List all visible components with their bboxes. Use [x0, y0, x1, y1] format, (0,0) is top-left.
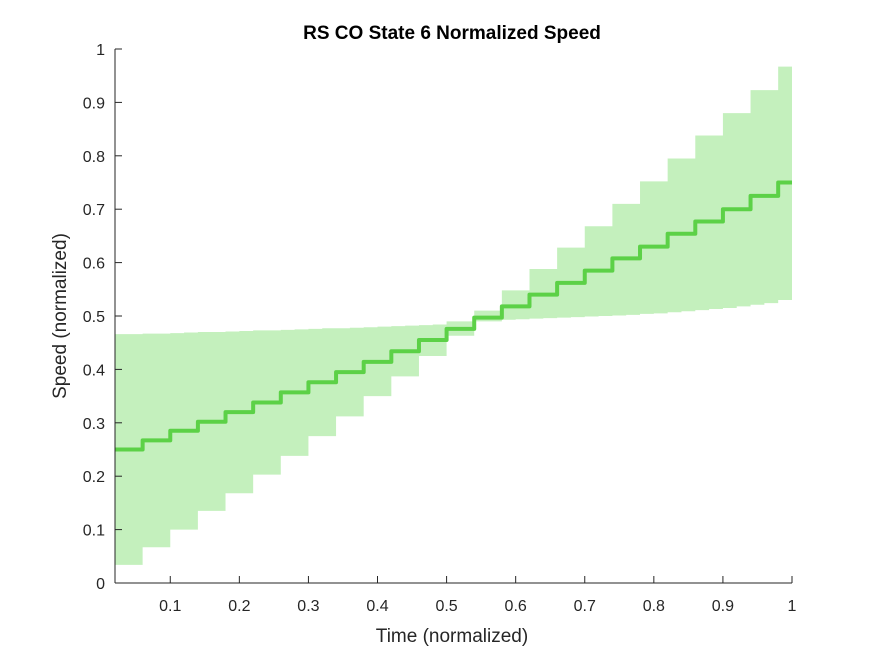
y-tick-label: 0.3: [83, 416, 105, 433]
y-tick-label: 0.7: [83, 202, 105, 219]
x-tick-label: 0.4: [366, 598, 388, 615]
y-tick-label: 0.2: [83, 469, 105, 486]
y-tick-label: 0.5: [83, 309, 105, 326]
x-tick-label: 1: [788, 598, 797, 615]
mean-line-layer: [115, 180, 792, 452]
y-tick-label: 0.9: [83, 95, 105, 112]
x-tick-label: 0.5: [435, 598, 457, 615]
y-tick-label: 0.8: [83, 149, 105, 166]
chart-title: RS CO State 6 Normalized Speed: [303, 23, 601, 44]
tick-layer: 0.1 0.2 0.3 0.4 0.5 0.6 0.7 0.8 0.9 1 0 0.1 0.2 0.3 0.…: [83, 42, 797, 615]
y-axis-title: Speed (normalized): [50, 233, 71, 399]
x-tick-label: 0.6: [505, 598, 527, 615]
x-axis-title: Time (normalized): [376, 626, 528, 647]
y-tick-label: 1: [96, 42, 105, 59]
x-tick-label: 0.9: [712, 598, 734, 615]
y-tick-label: 0.4: [83, 362, 105, 379]
x-tick-label: 0.8: [643, 598, 665, 615]
x-tick-label: 0.3: [297, 598, 319, 615]
confidence-band: [115, 66, 792, 565]
x-tick-label: 0.2: [228, 598, 250, 615]
mean-speed-line: [115, 180, 792, 452]
y-tick-label: 0: [96, 576, 105, 593]
confidence-band-layer: [115, 66, 792, 565]
y-tick-label: 0.6: [83, 256, 105, 273]
x-tick-label: 0.1: [159, 598, 181, 615]
x-tick-label: 0.7: [574, 598, 596, 615]
y-tick-label: 0.1: [83, 523, 105, 540]
